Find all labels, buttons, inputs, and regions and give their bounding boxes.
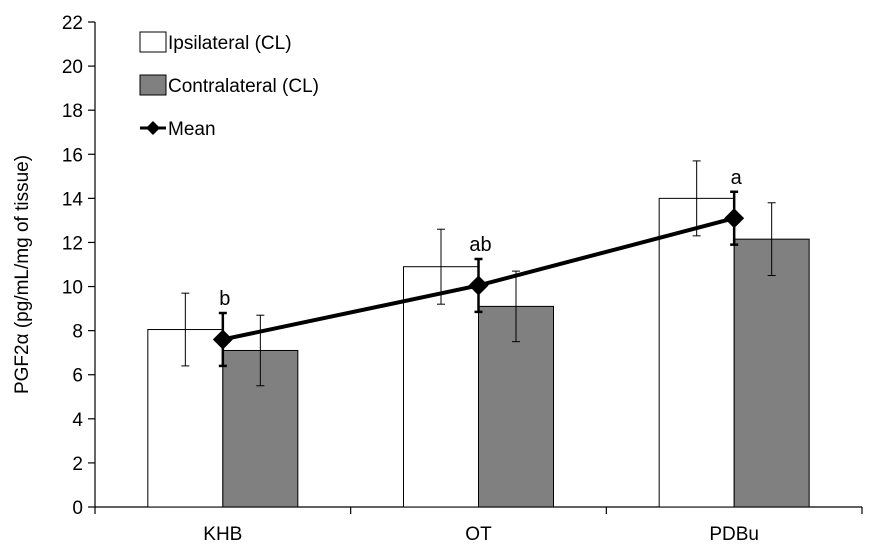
- mean-marker: [468, 275, 489, 296]
- legend: Ipsilateral (CL) Contralateral (CL) Mean: [139, 31, 319, 140]
- y-tick-label: 14: [62, 189, 84, 210]
- x-tick-label: PDBu: [709, 524, 759, 545]
- y-tick-label: 18: [62, 101, 83, 122]
- y-tick-label: 12: [62, 233, 83, 254]
- y-tick-label: 2: [72, 454, 83, 475]
- bar-contralateral: [733, 238, 810, 508]
- y-tick-label: 8: [72, 322, 83, 343]
- y-tick-label: 0: [72, 498, 83, 519]
- bars: [147, 160, 810, 508]
- significance-label: b: [219, 288, 230, 310]
- significance-label: ab: [469, 234, 491, 256]
- y-axis-title: PGF2α (pg/mL/mg of tissue): [12, 155, 33, 394]
- y-tick-label: 10: [62, 278, 83, 299]
- significance-label: a: [731, 167, 743, 189]
- legend-label-contralateral: Contralateral (CL): [168, 76, 319, 97]
- axes: 0 2 4 6 8 10 12 14 16 18 20 22 KHB OT PDBu PGF2α (pg/mL…: [12, 13, 863, 545]
- y-tick-label: 20: [62, 57, 83, 78]
- legend-label-ipsilateral: Ipsilateral (CL): [168, 33, 292, 54]
- legend-swatch-ipsilateral: [139, 31, 167, 53]
- x-tick-label: KHB: [203, 524, 242, 545]
- legend-label-mean: Mean: [168, 119, 216, 140]
- mean-series: b ab a: [212, 167, 745, 368]
- legend-swatch-contralateral: [139, 74, 167, 96]
- legend-swatch-mean-marker: [146, 121, 160, 135]
- y-tick-label: 22: [62, 13, 83, 34]
- x-tick-label: OT: [465, 524, 492, 545]
- y-tick-label: 4: [72, 410, 83, 431]
- mean-marker: [724, 208, 745, 229]
- y-tick-label: 6: [72, 366, 83, 387]
- y-tick-label: 16: [62, 145, 83, 166]
- bar-ipsilateral: [658, 197, 735, 508]
- mean-marker: [212, 329, 233, 350]
